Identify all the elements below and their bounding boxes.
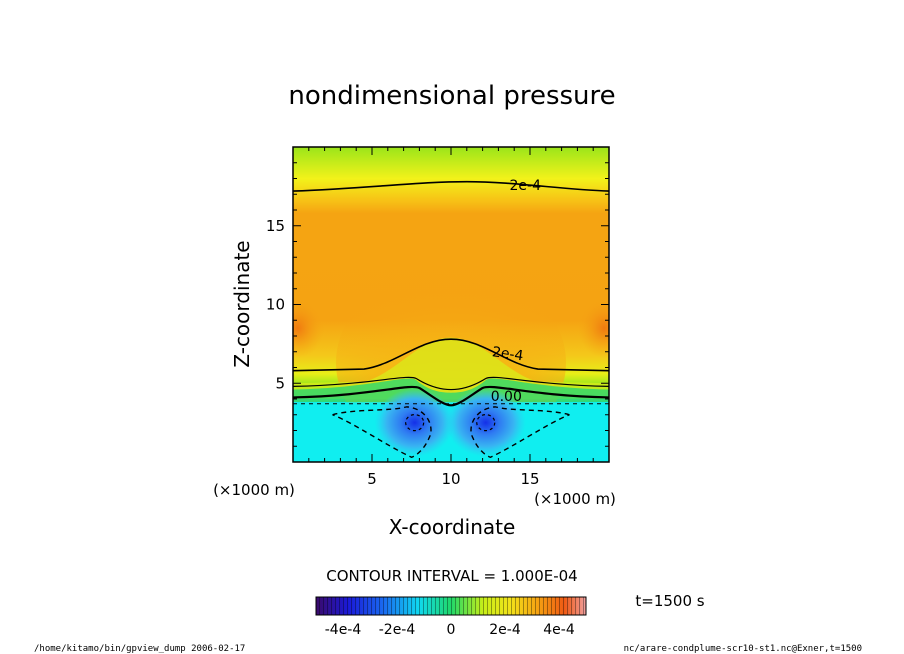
contour-label: 0.00: [491, 389, 522, 405]
contour-zero: [293, 385, 609, 407]
contour-negative-left: [332, 406, 432, 459]
contour-negative-right: [470, 406, 570, 459]
contour-vortex-left: [405, 414, 425, 432]
colorbar-tick-labels: -4e-4 -2e-4 0 2e-4 4e-4: [325, 622, 575, 638]
axis-tick-labels: 5 10 15 5 10 15: [266, 217, 540, 488]
field-side-right: [578, 298, 609, 359]
footer-left: /home/kitamo/bin/gpview_dump 2006-02-17: [34, 644, 245, 654]
axis-ticks: [293, 147, 609, 462]
y-tick-label: 5: [275, 374, 285, 392]
y-tick-label: 10: [266, 296, 285, 314]
contour-upper-2e-4: [293, 180, 609, 192]
time-label: t=1500 s: [635, 592, 704, 610]
contour-interval-text: CONTOUR INTERVAL = 1.000E-04: [326, 567, 577, 585]
chart-title: nondimensional pressure: [288, 81, 615, 111]
colorbar-tick-label: 0: [447, 622, 456, 638]
x-tick-label: 5: [367, 470, 377, 488]
field-vortex-right: [445, 388, 526, 457]
plot-area: 2e-4 2e-4 0.00: [293, 147, 609, 462]
contour-label: 2e-4: [491, 344, 524, 364]
y-unit-label: (×1000 m): [534, 490, 616, 508]
x-unit-label: (×1000 m): [213, 481, 295, 499]
colorbar-tick-label: -2e-4: [379, 622, 416, 638]
colorbar-tick-label: -4e-4: [325, 622, 362, 638]
field-green-band: [293, 378, 609, 403]
contour-label: 2e-4: [510, 178, 542, 194]
field-vortex-left: [374, 388, 455, 457]
contour-vortex-right: [476, 414, 496, 432]
contour-lower-2e-4: [293, 338, 609, 372]
colorbar-divisions: [316, 597, 586, 615]
x-tick-label: 10: [441, 470, 460, 488]
colorbar-tick-label: 4e-4: [543, 622, 575, 638]
x-tick-label: 15: [520, 470, 539, 488]
y-tick-label: 15: [266, 217, 285, 235]
footer-right: nc/arare-condplume-scr10-st1.nc@Exner,t=…: [624, 644, 862, 654]
y-axis-label: Z-coordinate: [230, 240, 254, 367]
contour-1e-4: [293, 376, 609, 391]
colorbar-tick-label: 2e-4: [489, 622, 521, 638]
x-axis-label: X-coordinate: [389, 515, 516, 539]
field-side-left: [293, 298, 324, 359]
